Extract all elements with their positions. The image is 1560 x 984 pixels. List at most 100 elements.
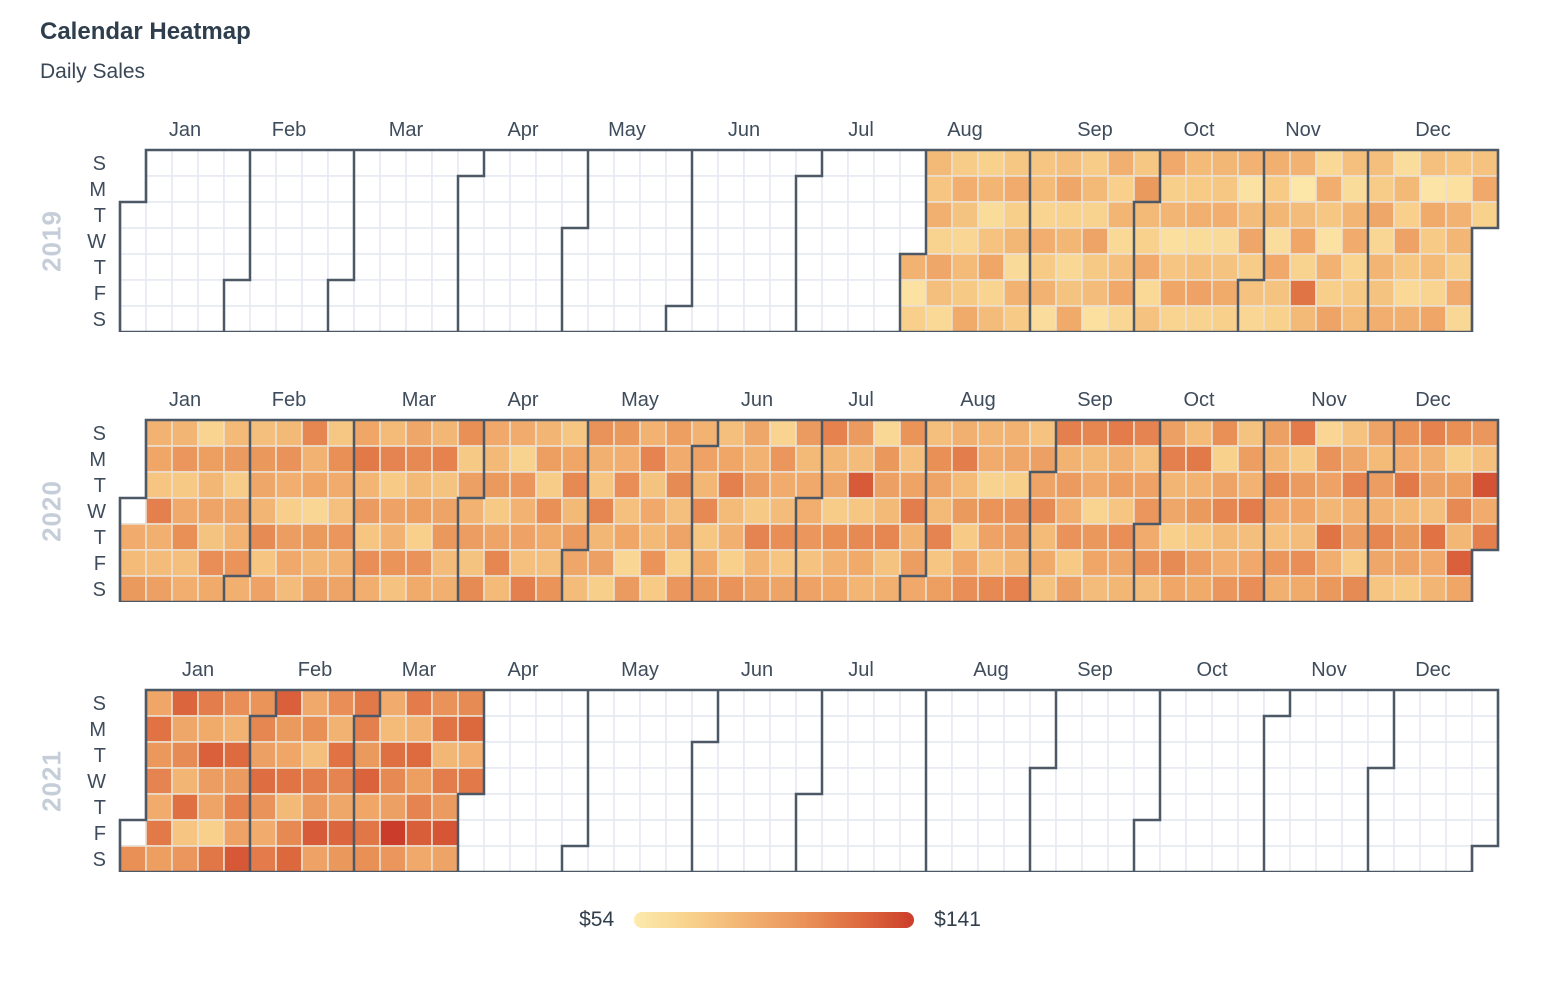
day-cell xyxy=(509,549,537,577)
day-cell xyxy=(353,497,381,525)
day-cell xyxy=(171,793,199,821)
month-label: Jun xyxy=(741,389,773,411)
day-cell xyxy=(431,689,459,717)
day-cell xyxy=(457,845,485,872)
day-cell xyxy=(925,549,953,577)
day-cell xyxy=(587,767,615,795)
day-cell xyxy=(431,279,459,307)
day-cell xyxy=(795,253,823,281)
day-cell xyxy=(717,149,745,177)
day-cell xyxy=(509,497,537,525)
month-label: Oct xyxy=(1183,389,1215,411)
day-cell xyxy=(1211,549,1239,577)
day-cell xyxy=(275,715,303,743)
day-cell xyxy=(899,471,927,499)
day-cell xyxy=(847,497,875,525)
day-cell xyxy=(509,175,537,203)
day-cell xyxy=(821,845,849,872)
day-cell xyxy=(951,689,979,717)
day-cell xyxy=(1367,845,1395,872)
day-cell xyxy=(613,149,641,177)
day-cell xyxy=(847,419,875,447)
day-cell xyxy=(249,445,277,473)
day-cell xyxy=(197,575,225,602)
day-cell xyxy=(379,741,407,769)
day-cell xyxy=(951,279,979,307)
day-cell xyxy=(613,575,641,602)
day-cell xyxy=(691,575,719,602)
month-label: Apr xyxy=(507,389,538,411)
day-cell xyxy=(691,549,719,577)
day-cell xyxy=(587,149,615,177)
day-cell xyxy=(483,575,511,602)
day-cell xyxy=(1367,523,1395,551)
day-cell xyxy=(743,227,771,255)
day-cell xyxy=(691,523,719,551)
day-cell xyxy=(1419,201,1447,229)
day-cell xyxy=(1341,845,1369,872)
legend-max-label: $141 xyxy=(934,908,981,931)
day-cell xyxy=(1185,575,1213,602)
day-cell xyxy=(535,497,563,525)
day-cell xyxy=(431,253,459,281)
day-cell xyxy=(1471,741,1499,769)
day-cell xyxy=(1159,845,1187,872)
day-of-week-label: M xyxy=(89,449,106,471)
day-cell xyxy=(821,419,849,447)
day-cell xyxy=(899,715,927,743)
day-cell xyxy=(301,575,329,602)
day-cell xyxy=(1419,227,1447,255)
day-cell xyxy=(275,845,303,872)
day-cell xyxy=(587,689,615,717)
day-cell xyxy=(483,253,511,281)
chart-subtitle: Daily Sales xyxy=(40,60,146,83)
day-cell xyxy=(327,575,355,602)
day-cell xyxy=(1445,279,1473,307)
day-cell xyxy=(1029,689,1057,717)
day-cell xyxy=(613,549,641,577)
day-cell xyxy=(977,793,1005,821)
day-cell xyxy=(405,689,433,717)
day-cell xyxy=(1237,549,1265,577)
day-cell xyxy=(1393,497,1421,525)
day-cell xyxy=(223,253,251,281)
day-cell xyxy=(587,305,615,332)
day-cell xyxy=(561,741,589,769)
day-cell xyxy=(769,471,797,499)
day-cell xyxy=(873,767,901,795)
day-cell xyxy=(1367,689,1395,717)
day-cell xyxy=(795,305,823,332)
day-cell xyxy=(1367,175,1395,203)
day-cell xyxy=(795,279,823,307)
day-cell xyxy=(925,767,953,795)
month-label: Jul xyxy=(848,659,874,681)
day-cell xyxy=(483,149,511,177)
day-cell xyxy=(1029,793,1057,821)
day-cell xyxy=(1237,175,1265,203)
day-cell xyxy=(457,279,485,307)
day-cell xyxy=(613,523,641,551)
day-cell xyxy=(509,845,537,872)
day-of-week-label: M xyxy=(89,179,106,201)
day-cell xyxy=(1081,445,1109,473)
day-cell xyxy=(1263,419,1291,447)
day-cell xyxy=(1055,445,1083,473)
day-cell xyxy=(535,149,563,177)
day-cell xyxy=(327,201,355,229)
day-cell xyxy=(925,305,953,332)
day-cell xyxy=(1107,689,1135,717)
day-cell xyxy=(691,149,719,177)
day-cell xyxy=(223,689,251,717)
day-cell xyxy=(795,549,823,577)
day-cell xyxy=(223,279,251,307)
day-cell xyxy=(483,497,511,525)
day-cell xyxy=(1445,575,1473,602)
day-cell xyxy=(821,445,849,473)
day-cell xyxy=(925,279,953,307)
day-cell xyxy=(639,819,667,847)
day-cell xyxy=(821,523,849,551)
day-cell xyxy=(769,175,797,203)
day-cell xyxy=(1003,767,1031,795)
day-cell xyxy=(353,689,381,717)
day-cell xyxy=(1471,523,1499,551)
